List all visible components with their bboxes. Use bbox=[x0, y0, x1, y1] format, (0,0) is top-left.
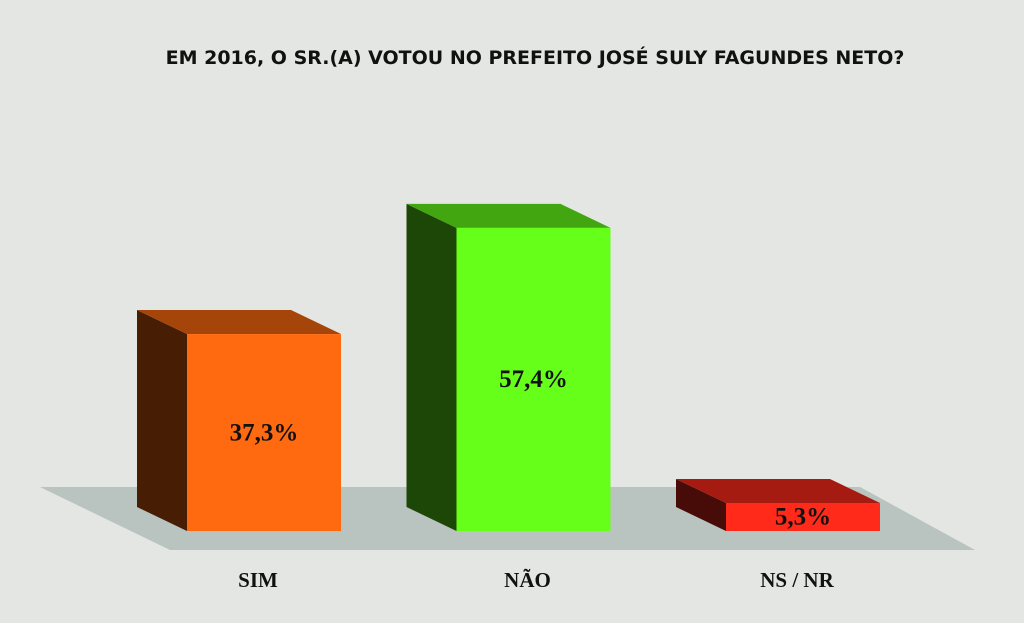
value-label: 57,4% bbox=[499, 366, 568, 393]
bar bbox=[187, 334, 341, 531]
value-label: 5,3% bbox=[775, 504, 831, 531]
bar-side bbox=[676, 479, 726, 531]
bar bbox=[456, 227, 611, 532]
bar-top bbox=[406, 203, 611, 228]
x-tick-label: NÃO bbox=[504, 568, 551, 592]
bar-top bbox=[676, 479, 880, 504]
bar-side bbox=[406, 203, 457, 532]
bar-top bbox=[137, 310, 341, 335]
x-tick-label: SIM bbox=[238, 568, 278, 592]
bar bbox=[726, 503, 880, 531]
chart-title: EM 2016, O SR.(A) VOTOU NO PREFEITO JOSÉ… bbox=[166, 46, 905, 69]
value-label: 37,3% bbox=[230, 419, 299, 446]
x-tick-label: NS / NR bbox=[760, 568, 834, 592]
bar-side bbox=[137, 310, 187, 531]
